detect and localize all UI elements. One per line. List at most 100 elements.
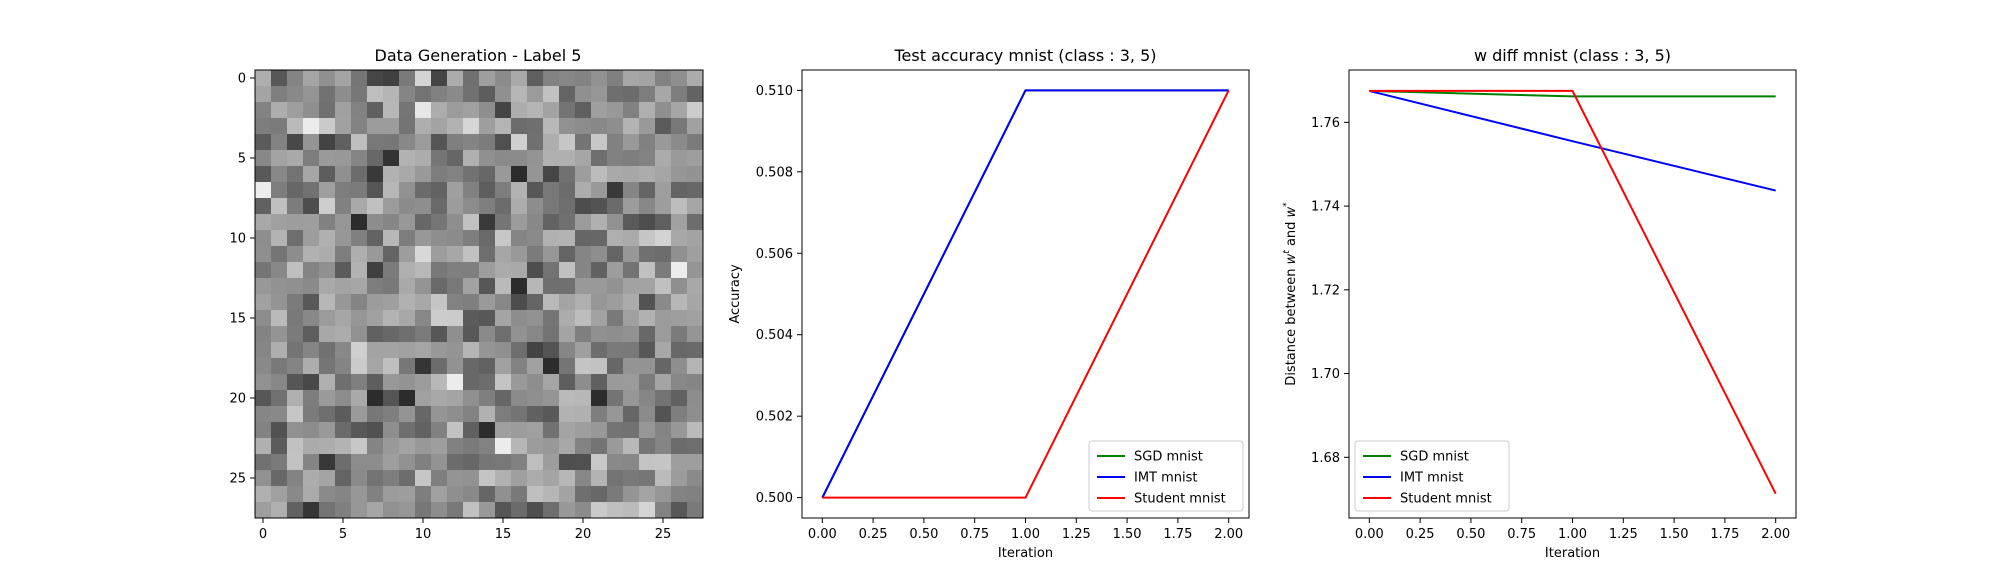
wdiff-y-tick-label: 1.72 [1311, 283, 1340, 298]
heatmap-cell [383, 342, 400, 359]
heatmap-cell [415, 150, 432, 167]
heatmap-cell [383, 486, 400, 503]
heatmap-cell [399, 278, 416, 295]
heatmap-cell [639, 198, 656, 215]
accuracy-x-tick-label: 0.00 [808, 527, 837, 542]
heatmap-cell [655, 486, 672, 503]
heatmap-cell [527, 310, 544, 327]
heatmap-cell [687, 214, 704, 231]
heatmap-cell [479, 198, 496, 215]
heatmap-cell [559, 486, 576, 503]
heatmap-cell [479, 438, 496, 455]
heatmap-cell [687, 150, 704, 167]
heatmap-cell [575, 166, 592, 183]
heatmap-cell [639, 326, 656, 343]
accuracy-axes: 0.00 0.25 0.50 0.75 1.00 1.25 1.50 1.75 2.00 0.50… [756, 84, 1243, 542]
heatmap-cell [447, 390, 464, 407]
heatmap-cell [495, 358, 512, 375]
heatmap-cell [383, 118, 400, 135]
wdiff-x-tick-label: 1.00 [1558, 527, 1587, 542]
accuracy-lines [821, 89, 1230, 499]
heatmap-cell [623, 326, 640, 343]
heatmap-cell [287, 246, 304, 263]
heatmap-cell [687, 182, 704, 199]
heatmap-cell [255, 422, 272, 439]
heatmap-cell [383, 150, 400, 167]
heatmap-cell [367, 182, 384, 199]
heatmap-cell [687, 294, 704, 311]
heatmap-cell [367, 406, 384, 423]
heatmap-x-tick-label: 25 [655, 527, 672, 542]
heatmap-cell [367, 422, 384, 439]
heatmap-cell [463, 502, 480, 519]
heatmap-cell [559, 374, 576, 391]
wdiff-frame [1348, 69, 1797, 519]
heatmap-cell [415, 134, 432, 151]
heatmap-cell [431, 214, 448, 231]
heatmap-cell [351, 390, 368, 407]
heatmap-cell [623, 86, 640, 103]
heatmap-cell [479, 374, 496, 391]
heatmap-cell [511, 390, 528, 407]
heatmap-cell [655, 278, 672, 295]
heatmap-cell [415, 358, 432, 375]
heatmap-cell [479, 150, 496, 167]
heatmap-cell [575, 118, 592, 135]
heatmap-cell [639, 422, 656, 439]
heatmap-cell [415, 502, 432, 519]
heatmap-cell [575, 470, 592, 487]
heatmap-cell [319, 342, 336, 359]
heatmap-cell [271, 70, 288, 87]
heatmap-cell [687, 422, 704, 439]
accuracy-legend-box [1088, 440, 1244, 512]
heatmap-cell [271, 278, 288, 295]
heatmap-cell [495, 134, 512, 151]
heatmap-cell [479, 102, 496, 119]
heatmap-cell [431, 502, 448, 519]
heatmap-cell [559, 278, 576, 295]
heatmap-cell [559, 438, 576, 455]
heatmap-cell [495, 438, 512, 455]
heatmap-cell [287, 358, 304, 375]
heatmap-cell [351, 326, 368, 343]
heatmap-cell [287, 102, 304, 119]
heatmap-cell [351, 454, 368, 471]
heatmap-cell [287, 374, 304, 391]
wdiff-x-tick-label: 0.25 [1406, 527, 1435, 542]
heatmap-cell [351, 150, 368, 167]
heatmap-cell [271, 342, 288, 359]
heatmap-cell [687, 102, 704, 119]
heatmap-cell [671, 502, 688, 519]
heatmap-cell [655, 470, 672, 487]
heatmap-cell [527, 150, 544, 167]
heatmap-cell [495, 198, 512, 215]
heatmap-cell [527, 294, 544, 311]
heatmap-cell [623, 486, 640, 503]
heatmap-cell [431, 470, 448, 487]
heatmap-cell [591, 374, 608, 391]
heatmap-cell [415, 294, 432, 311]
heatmap-cell [303, 294, 320, 311]
heatmap-cell [479, 502, 496, 519]
heatmap-cell [527, 390, 544, 407]
heatmap-cell [447, 438, 464, 455]
heatmap-cell [447, 198, 464, 215]
heatmap-cell [415, 166, 432, 183]
heatmap-cell [415, 198, 432, 215]
heatmap-cell [335, 166, 352, 183]
wdiff-line-sgd-mnist [1369, 89, 1776, 98]
heatmap-cell [335, 86, 352, 103]
heatmap-cell [607, 470, 624, 487]
heatmap-cell [367, 310, 384, 327]
heatmap-cell [543, 358, 560, 375]
heatmap-cell [287, 310, 304, 327]
heatmap-cell [559, 166, 576, 183]
heatmap-cell [591, 70, 608, 87]
heatmap-cell [255, 374, 272, 391]
heatmap-cell [495, 246, 512, 263]
heatmap-cell [415, 70, 432, 87]
wdiff-legend-box [1354, 440, 1510, 512]
heatmap-cell [399, 246, 416, 263]
heatmap-cell [367, 374, 384, 391]
heatmap-cell [431, 246, 448, 263]
